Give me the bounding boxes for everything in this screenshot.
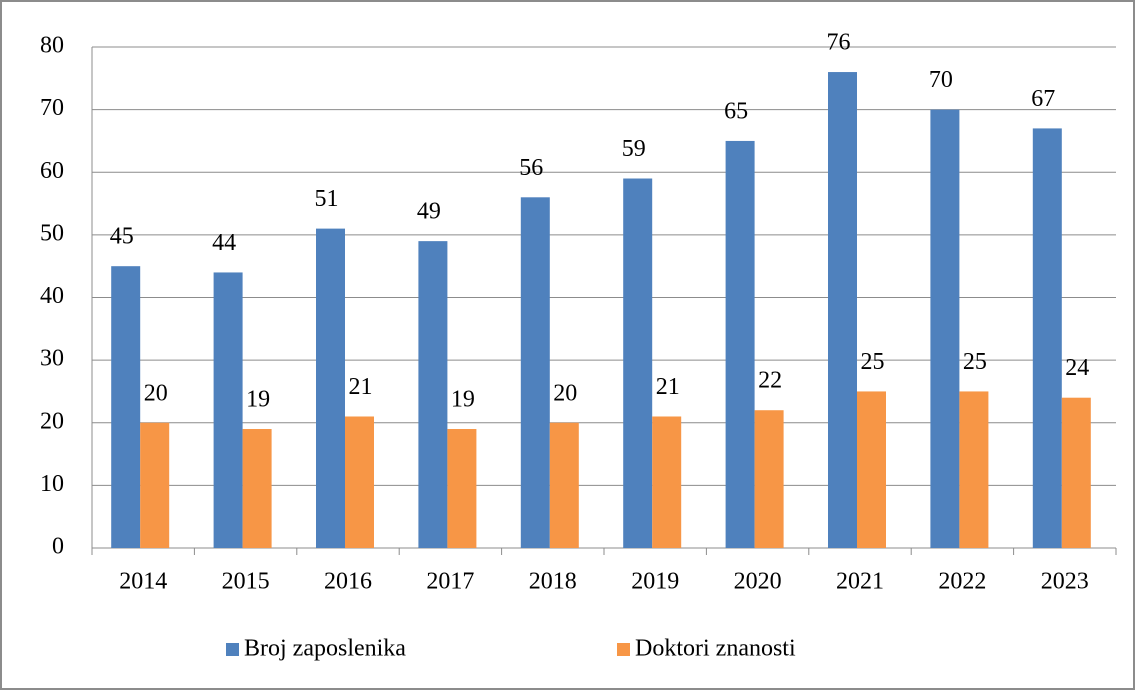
- value-label: 44: [212, 230, 236, 256]
- legend-label: Doktori znanosti: [635, 636, 796, 662]
- value-label: 20: [553, 380, 577, 406]
- value-label: 24: [1065, 355, 1089, 381]
- x-tick-label: 2020: [734, 569, 782, 595]
- value-label: 45: [110, 224, 134, 250]
- bar: [111, 266, 141, 548]
- bar: [242, 429, 272, 548]
- bar: [828, 72, 857, 549]
- bar: [652, 416, 682, 548]
- legend-swatch: [617, 643, 630, 656]
- bar: [959, 391, 989, 548]
- value-label: 22: [758, 368, 782, 394]
- x-tick-label: 2019: [631, 569, 679, 595]
- value-label: 51: [315, 186, 339, 212]
- bar: [623, 178, 653, 548]
- value-label: 25: [861, 349, 885, 375]
- bar: [520, 197, 550, 549]
- value-label: 70: [929, 67, 953, 93]
- x-tick-label: 2014: [119, 569, 167, 595]
- bar: [549, 422, 579, 548]
- y-tick-label: 10: [40, 471, 64, 497]
- bar: [1061, 397, 1091, 548]
- value-label: 59: [622, 136, 646, 162]
- x-tick-label: 2018: [529, 569, 577, 595]
- bar: [418, 241, 448, 548]
- y-tick-label: 70: [40, 95, 64, 121]
- value-label: 25: [963, 349, 987, 375]
- value-label: 20: [144, 380, 168, 406]
- y-tick-label: 60: [40, 158, 64, 184]
- bar: [447, 429, 477, 548]
- legend-label: Broj zaposlenika: [244, 636, 406, 662]
- x-tick-label: 2017: [426, 569, 474, 595]
- y-tick-label: 50: [40, 220, 64, 246]
- x-tick-label: 2023: [1041, 569, 1089, 595]
- value-label: 21: [349, 374, 373, 400]
- bar: [213, 272, 243, 548]
- x-tick-label: 2016: [324, 569, 372, 595]
- y-tick-label: 30: [40, 346, 64, 372]
- value-label: 65: [724, 98, 748, 124]
- value-label: 67: [1031, 86, 1055, 112]
- y-tick-label: 40: [40, 283, 64, 309]
- bar: [1032, 128, 1062, 548]
- value-label: 56: [519, 155, 543, 181]
- bar: [930, 109, 960, 548]
- bar: [754, 410, 784, 548]
- bar: [857, 391, 886, 548]
- value-label: 76: [827, 30, 851, 56]
- x-tick-label: 2015: [222, 569, 270, 595]
- y-tick-label: 20: [40, 408, 64, 434]
- value-label: 49: [417, 199, 441, 225]
- x-tick-label: 2021: [836, 569, 884, 595]
- bar: [345, 416, 374, 548]
- y-tick-label: 0: [52, 534, 64, 560]
- y-tick-label: 80: [40, 33, 64, 59]
- value-label: 19: [246, 387, 270, 413]
- bar: [140, 422, 170, 548]
- bar: [725, 140, 755, 548]
- value-label: 19: [451, 387, 475, 413]
- value-label: 21: [656, 374, 680, 400]
- bar: [316, 228, 345, 549]
- x-tick-label: 2022: [938, 569, 986, 595]
- legend-swatch: [226, 643, 239, 656]
